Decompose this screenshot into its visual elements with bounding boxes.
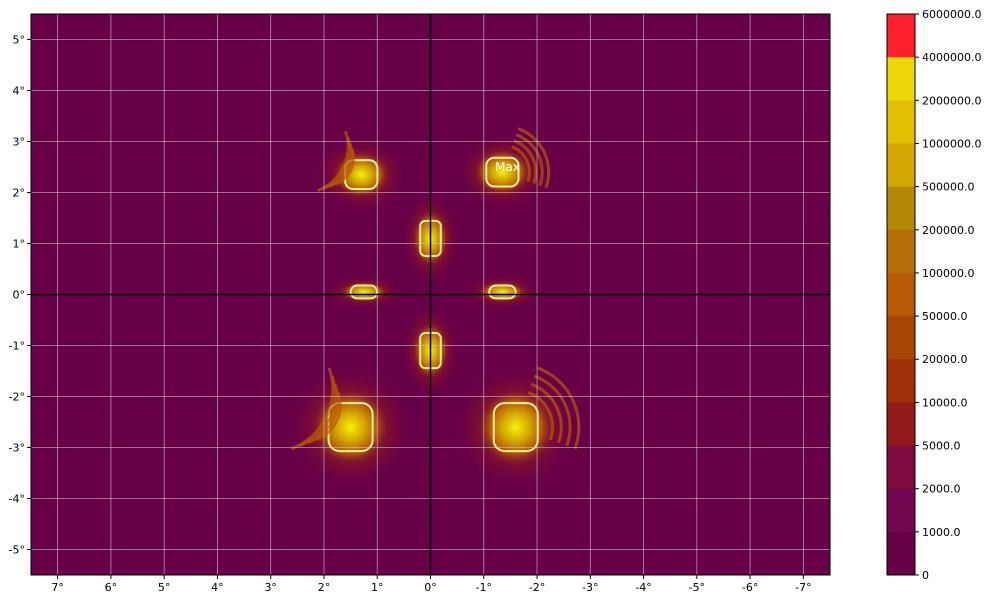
colorbar-label: 20000.0 [922, 353, 968, 366]
y-tick-label: 2° [13, 187, 26, 200]
colorbar-segment [887, 186, 915, 231]
x-tick-label: 6° [105, 581, 118, 594]
colorbar-label: 5000.0 [922, 440, 961, 453]
y-tick-label: 4° [13, 85, 26, 98]
colorbar-segment [887, 143, 915, 188]
colorbar-segment [887, 57, 915, 101]
colorbar-segment [887, 445, 915, 490]
colorbar-label: 50000.0 [922, 310, 968, 323]
x-tick-label: 1° [371, 581, 384, 594]
colorbar-label: 1000.0 [922, 526, 961, 539]
colorbar-segment [887, 14, 915, 58]
heat-spot-bar [325, 274, 403, 309]
y-tick-label: -4° [9, 493, 25, 506]
y-tick-label: -5° [9, 544, 25, 557]
heat-spot-fringe-left [286, 363, 415, 492]
colorbar-label: 0 [922, 569, 929, 582]
y-tick-label: 5° [13, 34, 26, 47]
x-tick-label: -3° [582, 581, 598, 594]
heat-spot-arc-right [455, 127, 551, 211]
colorbar-segment [887, 229, 915, 274]
x-tick-label: 5° [158, 581, 171, 594]
colorbar-segment [887, 531, 915, 576]
colorbar-label: 2000.0 [922, 483, 961, 496]
x-tick-label: -2° [529, 581, 545, 594]
x-tick-label: -1° [476, 581, 492, 594]
max-annotation: Max [495, 160, 520, 174]
colorbar-label: 2000000.0 [922, 94, 982, 107]
y-tick-label: 0° [13, 289, 26, 302]
colorbar-label: 6000000.0 [922, 8, 982, 21]
x-tick-label: -6° [742, 581, 758, 594]
colorbar-label: 200000.0 [922, 224, 975, 237]
x-tick-label: 4° [211, 581, 224, 594]
colorbar-label: 4000000.0 [922, 51, 982, 64]
colorbar-label: 1000000.0 [922, 137, 982, 150]
heat-layer [286, 127, 581, 492]
colorbar-label: 500000.0 [922, 181, 975, 194]
colorbar-segment [887, 359, 915, 403]
x-tick-label: 3° [264, 581, 277, 594]
x-axis-ticks: 7° 6° 5° 4° 3° 2° 1° 0° -1° -2° -3° -4° -5° -6° -7° [51, 575, 812, 594]
y-tick-label: -1° [9, 340, 25, 353]
heat-spot-bar [464, 274, 541, 309]
colorbar-segment [887, 488, 915, 533]
colorbar-label: 100000.0 [922, 267, 975, 280]
colorbar-frame [886, 13, 916, 576]
colorbar: 6000000.0 4000000.0 2000000.0 1000000.0 5000… [886, 8, 982, 582]
y-axis-ticks: 5° 4° 3° 2° 1° 0° -1° -2° -3° -4° -5° [9, 34, 31, 557]
heat-spot-arc-left [314, 130, 409, 214]
colorbar-segment [887, 402, 915, 447]
colorbar-segment [887, 316, 915, 360]
colorbar-label: 10000.0 [922, 396, 968, 409]
x-tick-label: 0° [424, 581, 437, 594]
heat-spot-fringe-right [451, 363, 581, 492]
y-tick-label: -2° [9, 391, 25, 404]
x-tick-label: -5° [689, 581, 705, 594]
colorbar-segment [887, 100, 915, 144]
y-tick-label: 3° [13, 136, 26, 149]
x-tick-label: 7° [51, 581, 64, 594]
y-tick-label: 1° [13, 238, 26, 251]
colorbar-segment [887, 272, 915, 317]
x-tick-label: -4° [635, 581, 651, 594]
axes-layer [31, 14, 830, 575]
x-tick-label: -7° [795, 581, 811, 594]
x-tick-label: 2° [318, 581, 331, 594]
y-tick-label: -3° [9, 442, 25, 455]
